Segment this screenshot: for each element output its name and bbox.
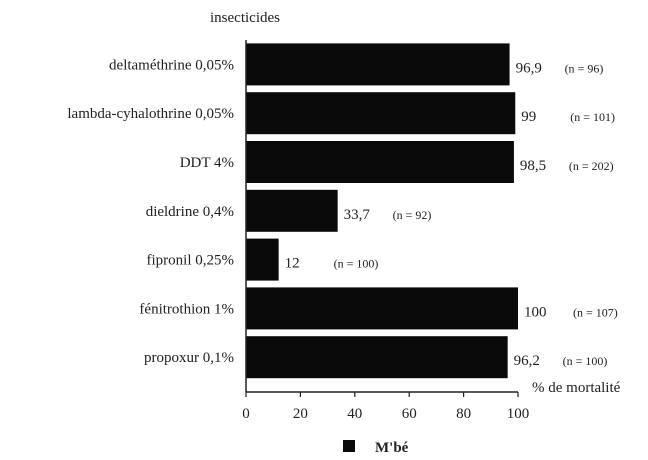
x-axis-label: % de mortalité bbox=[532, 380, 621, 396]
bar bbox=[246, 336, 508, 379]
sample-size-label: (n = 100) bbox=[563, 354, 608, 368]
bar bbox=[246, 141, 514, 183]
legend-label: M'bé bbox=[375, 440, 409, 456]
value-label: 12 bbox=[285, 256, 300, 272]
category-label: DDT 4% bbox=[180, 155, 234, 171]
x-tick-label: 0 bbox=[242, 406, 250, 422]
value-label: 96,2 bbox=[514, 353, 540, 369]
bar bbox=[246, 189, 338, 232]
sample-size-label: (n = 100) bbox=[334, 257, 379, 271]
category-label: propoxur 0,1% bbox=[144, 350, 234, 366]
value-label: 100 bbox=[524, 304, 547, 320]
x-axis: 0 20 40 60 80 100 bbox=[242, 40, 529, 422]
value-label: 98,5 bbox=[520, 158, 546, 174]
value-label: 99 bbox=[521, 109, 536, 125]
sample-size-label: (n = 202) bbox=[569, 159, 614, 173]
value-label: 33,7 bbox=[344, 207, 371, 223]
bar bbox=[246, 238, 279, 281]
chart-title: insecticides bbox=[210, 10, 280, 26]
bar bbox=[246, 92, 516, 135]
category-label: fénitrothion 1% bbox=[139, 301, 234, 317]
sample-size-label: (n = 96) bbox=[565, 61, 604, 75]
sample-size-label: (n = 101) bbox=[570, 110, 615, 124]
x-tick-label: 40 bbox=[347, 406, 362, 422]
x-tick-label: 100 bbox=[507, 406, 530, 422]
legend-swatch bbox=[343, 440, 355, 452]
category-label: deltaméthrine 0,05% bbox=[109, 57, 234, 73]
sample-size-label: (n = 92) bbox=[393, 208, 432, 222]
x-tick-label: 80 bbox=[456, 406, 471, 422]
x-tick-label: 60 bbox=[402, 406, 417, 422]
category-label: dieldrine 0,4% bbox=[146, 204, 234, 220]
legend: M'bé bbox=[343, 440, 409, 456]
bars-layer: deltaméthrine 0,05% 96,9 (n = 96) lambda-cy… bbox=[67, 43, 618, 379]
bar bbox=[246, 43, 510, 86]
sample-size-label: (n = 107) bbox=[573, 305, 618, 319]
category-label: lambda-cyhalothrine 0,05% bbox=[67, 106, 234, 122]
value-label: 96,9 bbox=[516, 60, 542, 76]
bar bbox=[246, 287, 518, 330]
x-tick-label: 20 bbox=[293, 406, 308, 422]
category-label: fipronil 0,25% bbox=[147, 253, 235, 269]
